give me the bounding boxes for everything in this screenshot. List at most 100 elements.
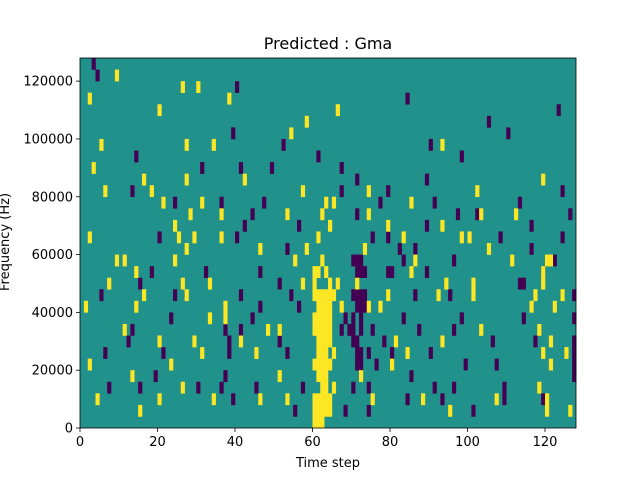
heatmap-cell-low xyxy=(339,185,344,198)
heatmap-cell-high xyxy=(300,185,306,198)
heatmap-cell-high xyxy=(304,115,309,128)
heatmap-cell-low xyxy=(374,358,379,371)
heatmap-cell-high xyxy=(390,358,395,371)
heatmap-cell-high xyxy=(114,69,120,82)
y-tick-label: 120000 xyxy=(23,75,73,90)
heatmap-cell-low xyxy=(134,150,139,163)
heatmap-cell-low xyxy=(355,358,360,371)
heatmap-cell-low xyxy=(351,335,356,348)
heatmap-cell-high xyxy=(324,347,329,359)
y-tick-label: 40000 xyxy=(32,306,73,321)
heatmap-cell-low xyxy=(231,393,236,406)
heatmap-cell-low xyxy=(517,196,523,209)
heatmap-cell-low xyxy=(572,347,577,359)
heatmap-cell-low xyxy=(490,335,495,348)
heatmap-cell-high xyxy=(157,335,162,348)
heatmap-cell-high xyxy=(285,208,290,221)
heatmap-cell-high xyxy=(316,231,321,244)
heatmap-cell-low xyxy=(285,347,290,359)
heatmap-cell-low xyxy=(382,335,387,348)
heatmap-cell-high xyxy=(448,404,453,417)
heatmap-cell-high xyxy=(541,173,546,186)
heatmap-cell-high xyxy=(266,323,271,336)
chart-title: Predicted : Gma xyxy=(264,34,392,53)
plot-frame xyxy=(79,57,577,429)
heatmap-cell-low xyxy=(502,393,507,406)
heatmap-cell-low xyxy=(560,185,565,198)
heatmap-cell-high xyxy=(366,208,371,221)
x-tick-label: 60 xyxy=(304,435,321,450)
heatmap-cell-high xyxy=(335,277,340,290)
heatmap-cell-low xyxy=(455,208,461,221)
heatmap-cell-low xyxy=(366,381,371,394)
heatmap-cell-high xyxy=(494,393,499,406)
heatmap-cell-high xyxy=(324,370,329,383)
heatmap-cell-low xyxy=(448,289,453,302)
heatmap-cell-high xyxy=(312,393,317,406)
heatmap-cell-low xyxy=(552,254,557,267)
heatmap-cell-high xyxy=(366,300,371,313)
heatmap-cell-high xyxy=(83,300,89,313)
heatmap-cell-high xyxy=(103,185,108,198)
heatmap-cell-high xyxy=(277,323,282,336)
heatmap-cell-high xyxy=(320,347,325,359)
heatmap-cell-low xyxy=(428,347,433,359)
heatmap-cell-high xyxy=(316,312,321,325)
heatmap-cell-low xyxy=(521,312,526,325)
heatmap-cell-high xyxy=(95,393,100,406)
heatmap-cell-low xyxy=(355,173,360,186)
heatmap-cell-high xyxy=(200,196,205,209)
heatmap-cell-high xyxy=(545,254,550,267)
heatmap-cell-high xyxy=(324,266,329,278)
heatmap-cell-low xyxy=(91,58,96,70)
heatmap-cell-low xyxy=(378,196,383,209)
heatmap-cell-high xyxy=(184,289,189,302)
heatmap-cell-low xyxy=(452,254,457,267)
heatmap-cell-high xyxy=(157,393,162,406)
heatmap-cell-low xyxy=(227,335,232,348)
heatmap-cell-low xyxy=(138,381,143,394)
heatmap-cell-low xyxy=(235,231,240,244)
heatmap-cell-high xyxy=(331,347,337,359)
heatmap-cell-high xyxy=(320,404,325,417)
y-tick-label: 20000 xyxy=(32,364,73,379)
heatmap-cell-high xyxy=(223,312,228,325)
heatmap-cell-low xyxy=(262,196,267,209)
heatmap-cell-low xyxy=(281,138,286,151)
heatmap-cell-low xyxy=(355,208,360,221)
heatmap-cell-high xyxy=(173,219,178,232)
heatmap-cell-low xyxy=(351,381,356,394)
heatmap-cell-low xyxy=(498,231,503,244)
heatmap-cell-low xyxy=(390,347,395,359)
heatmap-cell-low xyxy=(204,266,209,278)
heatmap-cell-low xyxy=(405,393,410,406)
x-tick-label: 20 xyxy=(149,435,166,450)
heatmap-cell-high xyxy=(386,289,391,302)
heatmap-cell-high xyxy=(312,277,317,290)
heatmap-cell-high xyxy=(196,81,201,93)
heatmap-cell-high xyxy=(134,300,139,313)
heatmap-cell-low xyxy=(161,347,166,359)
heatmap-cell-high xyxy=(99,138,104,151)
heatmap-cell-low xyxy=(297,300,302,313)
heatmap-cell-high xyxy=(436,289,441,302)
heatmap-cell-high xyxy=(87,231,92,244)
heatmap-cell-high xyxy=(316,335,321,348)
heatmap-cell-high xyxy=(362,243,368,255)
heatmap-cell-high xyxy=(316,393,321,406)
heatmap-cell-low xyxy=(541,393,546,406)
heatmap-cell-low xyxy=(417,323,422,336)
heatmap-cell-low xyxy=(339,162,344,174)
heatmap-cell-low xyxy=(285,243,290,255)
heatmap-cell-high xyxy=(316,416,321,429)
heatmap-cell-low xyxy=(300,381,306,394)
heatmap-cell-low xyxy=(316,150,321,163)
heatmap-cell-low xyxy=(250,312,255,325)
heatmap-cell-low xyxy=(362,289,368,302)
heatmap-cell-high xyxy=(514,208,519,221)
heatmap-cell-high xyxy=(328,277,333,290)
heatmap-cell-low xyxy=(269,162,275,174)
heatmap-cell-high xyxy=(130,370,135,383)
heatmap-cell-low xyxy=(359,254,364,267)
heatmap-cell-high xyxy=(285,393,290,406)
